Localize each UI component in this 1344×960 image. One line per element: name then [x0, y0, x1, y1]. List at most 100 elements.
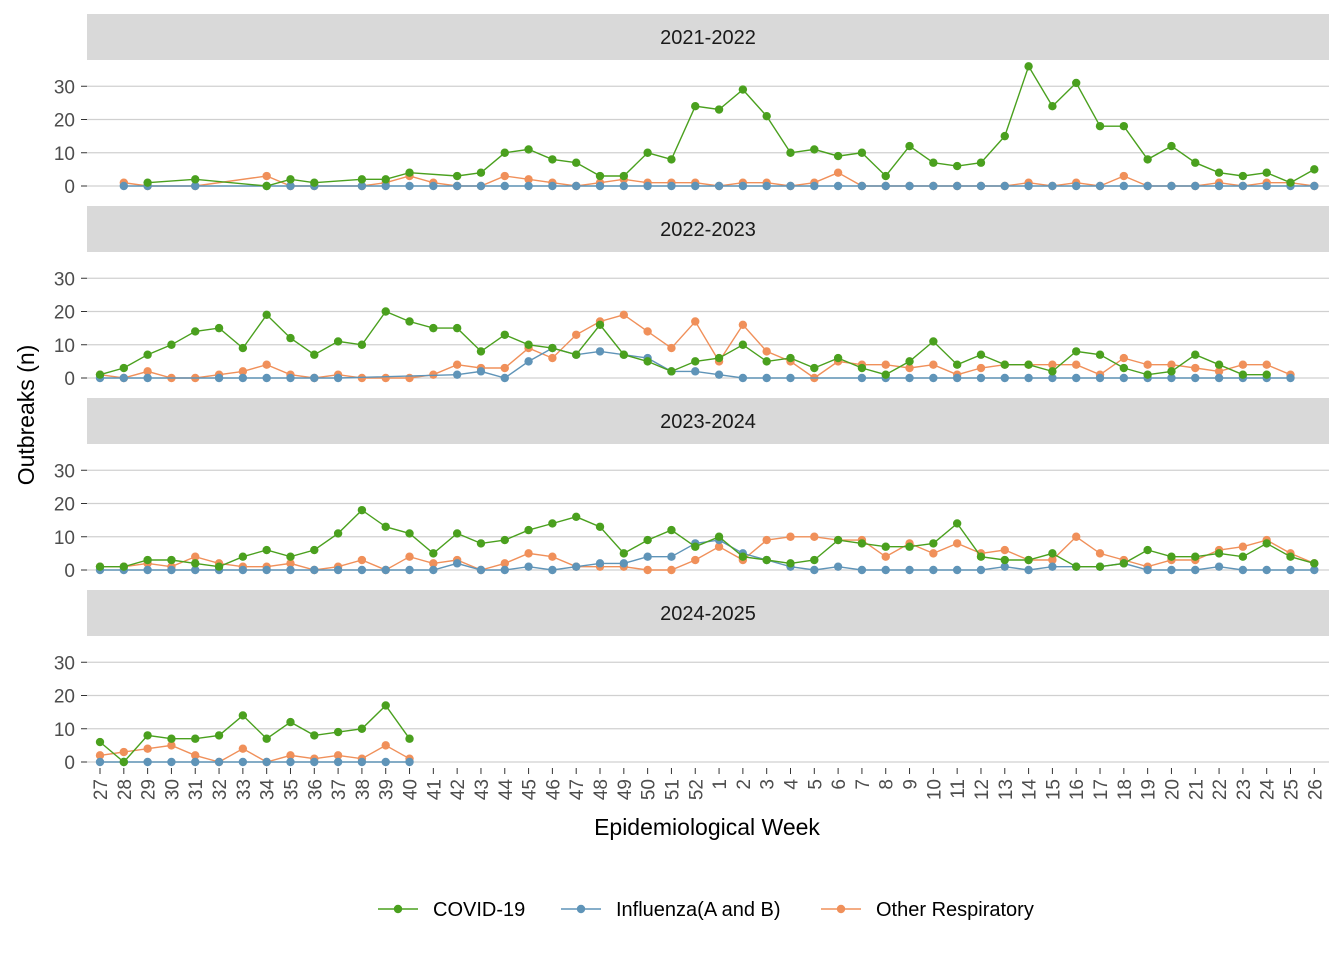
- data-point: [1048, 373, 1057, 383]
- data-point: [119, 747, 129, 757]
- data-point: [143, 367, 152, 376]
- series-Influenza(A and B): [119, 181, 1319, 191]
- series-COVID-19: [95, 701, 414, 767]
- data-point: [1000, 562, 1009, 571]
- panel-strip: [87, 14, 1329, 60]
- legend: COVID-19 Influenza(A and B) Other Respirat…: [378, 899, 1034, 921]
- data-point: [262, 757, 271, 767]
- data-point: [619, 181, 629, 191]
- data-point: [1238, 542, 1248, 551]
- data-point: [214, 373, 224, 383]
- y-tick-label: 30: [54, 461, 75, 482]
- data-point: [905, 141, 914, 151]
- data-point: [405, 317, 414, 326]
- data-point: [952, 539, 962, 548]
- panel-strip-label: 2024-2025: [660, 603, 756, 625]
- data-point: [1262, 360, 1271, 369]
- x-tick-label: 8: [877, 779, 898, 790]
- data-point: [1167, 141, 1176, 151]
- data-point: [524, 181, 533, 191]
- x-tick-label: 41: [424, 779, 445, 800]
- data-point: [1072, 373, 1081, 383]
- data-point: [643, 535, 652, 545]
- data-point: [667, 343, 676, 353]
- x-tick-label: 4: [781, 779, 802, 790]
- x-tick-label: 21: [1186, 779, 1207, 800]
- x-tick-label: 2: [734, 779, 755, 790]
- data-point: [1000, 545, 1009, 555]
- data-point: [572, 512, 581, 521]
- data-point: [548, 343, 557, 353]
- data-point: [1214, 367, 1224, 376]
- x-tick-label: 28: [115, 779, 136, 800]
- data-point: [905, 363, 914, 373]
- data-point: [1000, 373, 1009, 383]
- x-tick-label: 29: [139, 779, 160, 800]
- data-point: [524, 357, 533, 366]
- data-point: [452, 370, 462, 379]
- panel-strip-label: 2023-2024: [660, 411, 756, 433]
- data-point: [1310, 565, 1319, 575]
- data-point: [191, 751, 200, 760]
- data-point: [1262, 370, 1271, 379]
- x-tick-label: 22: [1210, 779, 1231, 800]
- data-point: [1143, 181, 1152, 191]
- data-point: [238, 711, 248, 720]
- data-point: [691, 317, 700, 326]
- data-point: [572, 330, 581, 339]
- data-point: [1310, 181, 1319, 191]
- panel-2021-2022: 2021-2022 0 10 20 30: [54, 14, 1329, 198]
- data-point: [500, 363, 509, 373]
- data-point: [1119, 181, 1129, 191]
- data-point: [976, 158, 986, 167]
- data-point: [286, 757, 295, 767]
- data-point: [833, 151, 843, 161]
- data-point: [1238, 552, 1248, 561]
- data-point: [286, 175, 295, 184]
- data-point: [1214, 360, 1224, 369]
- data-point: [762, 111, 771, 121]
- data-point: [976, 565, 986, 575]
- data-point: [310, 178, 319, 187]
- y-tick-label: 20: [54, 687, 75, 708]
- data-point: [286, 717, 295, 727]
- data-point: [1143, 370, 1152, 379]
- data-point: [548, 565, 557, 575]
- data-point: [476, 539, 486, 548]
- data-point: [405, 757, 414, 767]
- y-tick-label: 10: [54, 336, 75, 357]
- data-point: [524, 562, 533, 571]
- x-tick-label: 10: [924, 779, 945, 800]
- data-point: [952, 360, 962, 369]
- data-point: [833, 181, 843, 191]
- data-point: [452, 529, 462, 538]
- y-tick-label: 0: [64, 177, 75, 198]
- data-point: [619, 171, 629, 181]
- data-point: [476, 168, 486, 177]
- data-point: [905, 357, 914, 366]
- data-point: [524, 340, 533, 349]
- x-tick-label: 12: [972, 779, 993, 800]
- data-point: [191, 565, 200, 575]
- data-point: [572, 350, 581, 359]
- y-tick-label: 20: [54, 303, 75, 324]
- x-tick-label: 3: [758, 779, 779, 790]
- data-point: [286, 373, 295, 383]
- data-point: [143, 373, 152, 383]
- data-point: [595, 347, 605, 356]
- data-point: [357, 505, 367, 515]
- data-point: [167, 757, 176, 767]
- data-point: [1214, 181, 1224, 191]
- data-point: [381, 522, 390, 531]
- data-point: [1095, 181, 1105, 191]
- data-point: [1095, 549, 1105, 558]
- data-point: [381, 741, 390, 750]
- data-point: [1048, 555, 1057, 565]
- data-point: [857, 373, 867, 383]
- data-point: [619, 350, 629, 359]
- panel-strip: [87, 398, 1329, 444]
- data-point: [1143, 360, 1152, 369]
- data-point: [905, 181, 914, 191]
- data-point: [810, 532, 819, 541]
- data-point: [262, 310, 271, 320]
